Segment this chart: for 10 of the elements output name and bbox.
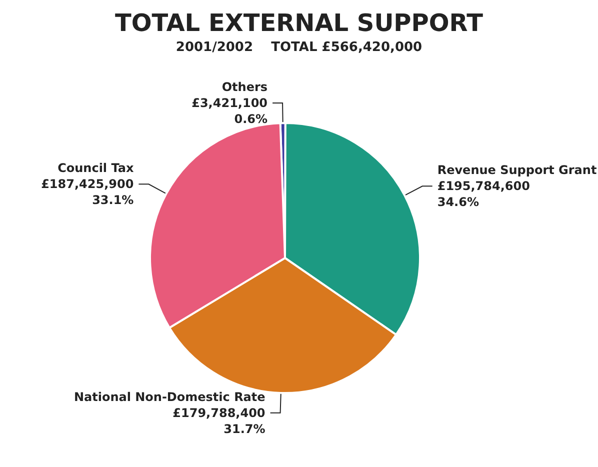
data-label: £187,425,900 33.1% [41, 177, 134, 208]
data-label: £179,788,400 31.7% [172, 406, 266, 436]
chart-subtitle: 2001/2002 TOTAL £566,420,000 [176, 40, 422, 55]
data-label: £3,421,100 0.6% [192, 96, 268, 126]
slice-label: National Non-Domestic Rate [74, 390, 266, 404]
data-label: £195,784,600 34.6% [437, 179, 530, 210]
slice-label: Others [222, 80, 268, 94]
slice-label: Revenue Support Grant [437, 163, 597, 178]
chart-title: TOTAL EXTERNAL SUPPORT [114, 9, 484, 37]
slice-label: Council Tax [58, 161, 134, 176]
